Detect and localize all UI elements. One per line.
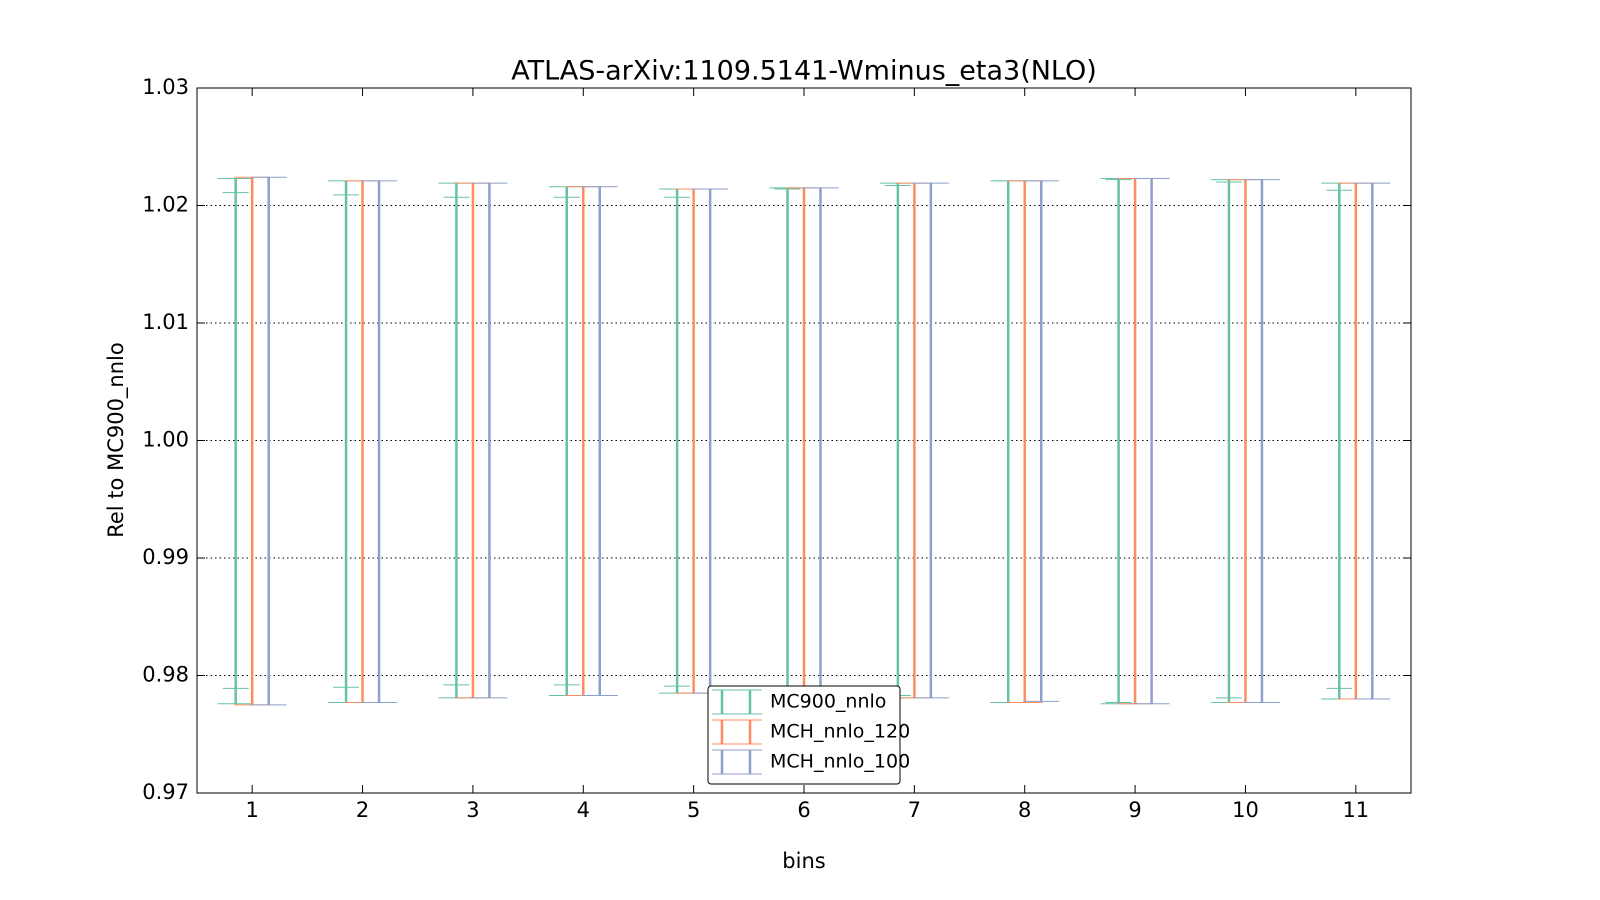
plot-frame	[196, 87, 1412, 794]
x-tick-label: 5	[687, 798, 700, 822]
x-tick-label: 1	[245, 798, 258, 822]
y-tick-label: 0.97	[142, 780, 189, 804]
y-tick-label: 1.00	[142, 428, 189, 452]
x-tick-label: 9	[1128, 798, 1141, 822]
legend: MC900_nnlo MCH_nnlo_120 MCH_nnlo_100	[707, 685, 910, 785]
x-tick-label: 8	[1018, 798, 1031, 822]
x-tick-label: 11	[1342, 798, 1369, 822]
y-tick-label: 0.99	[142, 545, 189, 569]
x-tick-label: 3	[466, 798, 479, 822]
y-tick-label: 0.98	[142, 663, 189, 687]
y-tick-label: 1.01	[142, 310, 189, 334]
chart-title: ATLAS-arXiv:1109.5141-Wminus_eta3(NLO)	[511, 56, 1097, 87]
y-axis-label: Rel to MC900_nnlo	[104, 342, 129, 538]
x-tick-label: 10	[1232, 798, 1259, 822]
x-tick-label: 7	[908, 798, 921, 822]
y-tick-label: 1.02	[142, 193, 189, 217]
y-tick-label: 1.03	[142, 75, 189, 99]
x-tick-label: 2	[356, 798, 369, 822]
legend-label: MC900_nnlo	[770, 691, 886, 713]
x-tick-label: 6	[797, 798, 810, 822]
x-axis-label: bins	[782, 849, 825, 873]
legend-label: MCH_nnlo_100	[770, 751, 910, 773]
legend-box	[707, 685, 901, 785]
legend-label: MCH_nnlo_120	[770, 721, 910, 743]
x-tick-label: 4	[577, 798, 590, 822]
